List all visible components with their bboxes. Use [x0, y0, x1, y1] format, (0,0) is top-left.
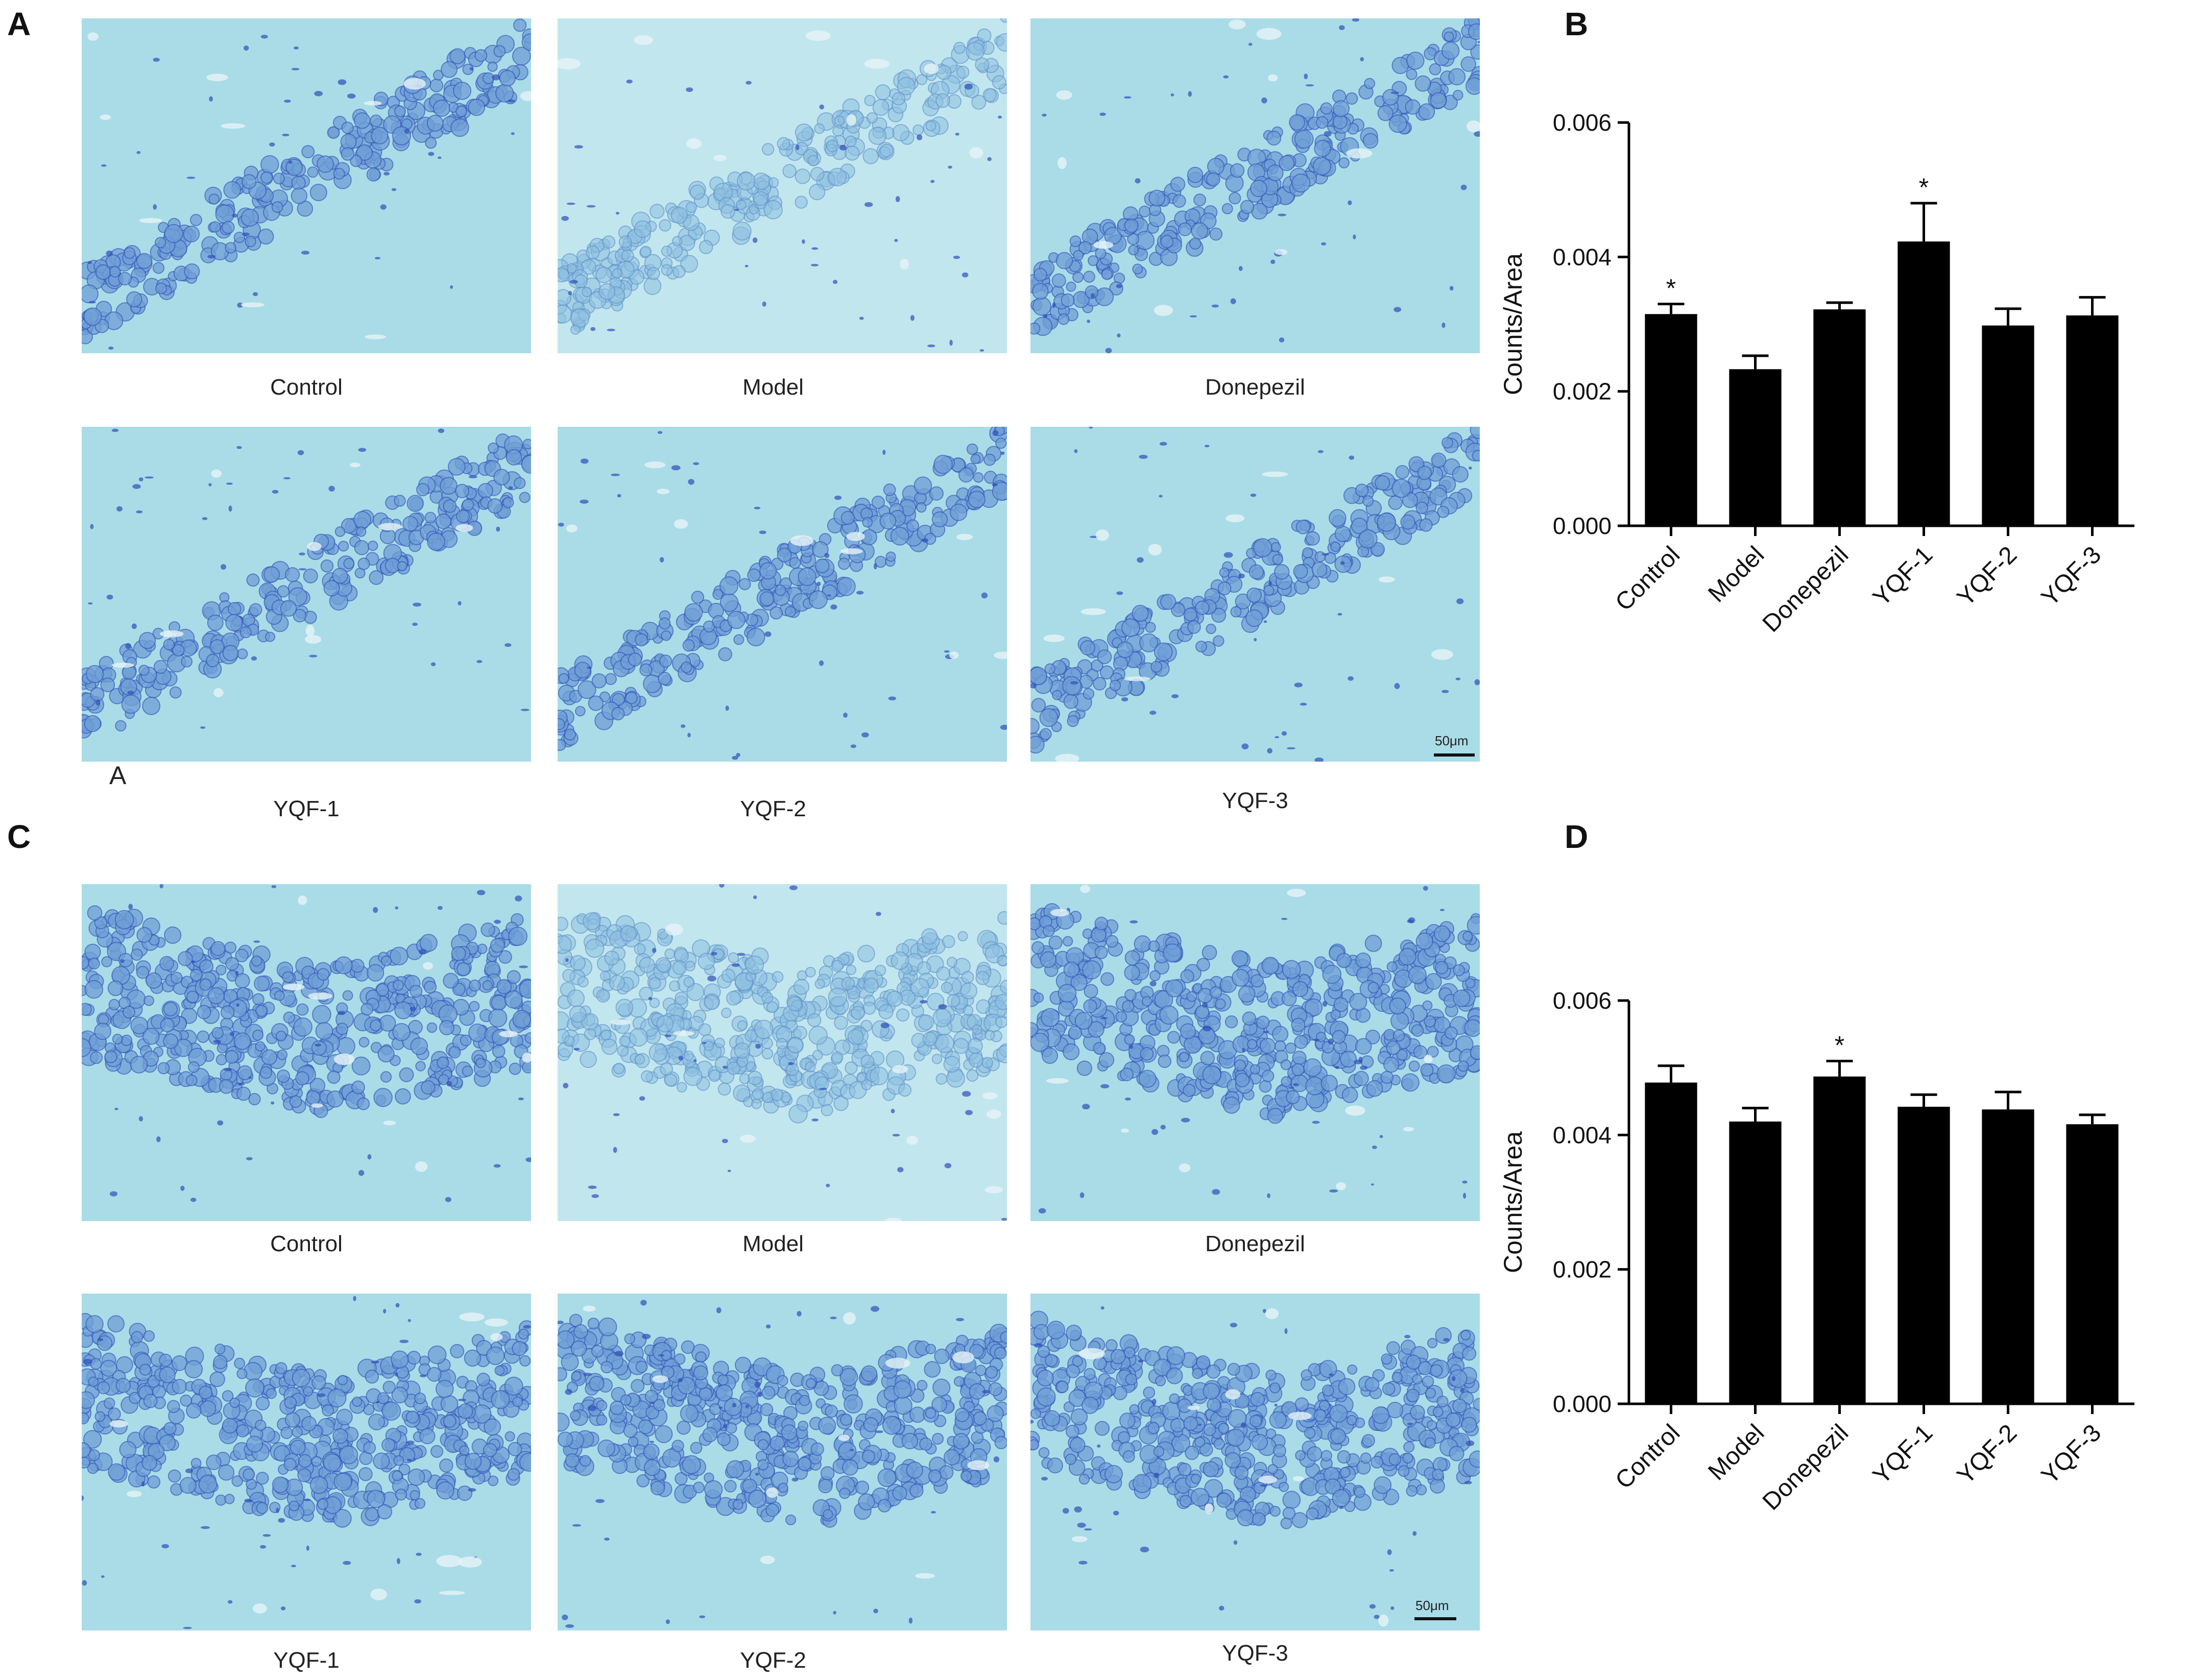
significance-marker: * [1666, 274, 1676, 303]
bar [1729, 1122, 1782, 1404]
caption-a-control: Control [270, 375, 343, 400]
micrograph-a-yqf3 [1030, 427, 1480, 762]
micrograph-a-control [82, 18, 531, 353]
caption-a-yqf2: YQF-2 [740, 796, 806, 821]
tissue-texture [558, 18, 1007, 353]
micrograph-a-donepezil [1030, 18, 1480, 353]
micrograph-c-control [82, 884, 531, 1221]
x-tick-label: Control [1610, 541, 1685, 616]
significance-marker: * [1919, 173, 1929, 202]
micrograph-a-model [558, 18, 1007, 353]
y-tick-label: 0.000 [1553, 513, 1612, 539]
tissue-texture [1030, 18, 1480, 353]
y-tick-label: 0.000 [1553, 1391, 1612, 1417]
tissue-texture [558, 884, 1007, 1221]
tissue-texture [1030, 427, 1480, 762]
bar [2066, 315, 2119, 526]
x-tick-label: Donepezil [1758, 541, 1854, 637]
bar [1813, 309, 1866, 526]
bar-chart-d-svg: 0.000 0.002 0.004 0.006 Counts/Area Control Mo… [1499, 987, 2134, 1516]
bar-chart-b-svg: 0.000 0.002 0.004 0.006 Counts/Area * Control M… [1499, 109, 2134, 638]
tissue-texture [82, 18, 531, 353]
bar [1645, 1082, 1697, 1404]
x-tick-label: YQF-1 [1868, 1419, 1938, 1489]
micrograph-c-donepezil [1030, 884, 1480, 1221]
tissue-texture [82, 884, 531, 1221]
stray-label-a: A [109, 761, 127, 790]
micrograph-c-yqf2 [558, 1294, 1007, 1630]
bar [1982, 325, 2034, 526]
scale-bar-c [1414, 1617, 1456, 1620]
caption-c-yqf1: YQF-1 [273, 1648, 340, 1673]
panel-label-a: A [7, 6, 31, 42]
y-tick-label: 0.002 [1553, 378, 1612, 405]
tissue-texture [82, 1294, 531, 1630]
x-tick-label: YQF-1 [1868, 541, 1938, 611]
x-tick-label: YQF-3 [2036, 1419, 2106, 1489]
x-tick-label: Model [1703, 541, 1769, 607]
caption-c-yqf2: YQF-2 [740, 1648, 806, 1673]
tissue-texture [1030, 884, 1480, 1221]
micrograph-a-yqf2 [558, 427, 1007, 762]
bar [1729, 369, 1782, 526]
caption-c-donepezil: Donepezil [1205, 1231, 1305, 1256]
caption-c-control: Control [270, 1231, 343, 1256]
x-tick-label: YQF-2 [1952, 1419, 2022, 1489]
caption-c-model: Model [742, 1231, 804, 1256]
x-tick-label: Model [1703, 1419, 1769, 1486]
tissue-texture [558, 1294, 1007, 1630]
bar [1813, 1076, 1866, 1404]
x-tick-label: YQF-3 [2036, 541, 2106, 611]
panel-label-b: B [1565, 6, 1589, 42]
y-tick-label: 0.006 [1553, 109, 1612, 136]
tissue-texture [1030, 1294, 1480, 1630]
tissue-texture [558, 427, 1007, 762]
bar [1645, 314, 1697, 526]
panel-label-d: D [1565, 818, 1589, 855]
caption-a-donepezil: Donepezil [1205, 375, 1305, 400]
bar-chart-d: 0.000 0.002 0.004 0.006 Counts/Area Control Mo… [1499, 960, 2206, 1582]
panel-label-c: C [7, 818, 31, 855]
bar [1982, 1109, 2034, 1404]
micrograph-c-yqf1 [82, 1294, 531, 1630]
x-tick-label: Control [1610, 1419, 1685, 1494]
y-tick-label: 0.006 [1553, 987, 1612, 1014]
y-tick-label: 0.004 [1553, 1122, 1612, 1148]
bar [1897, 1107, 1950, 1404]
caption-a-model: Model [742, 375, 804, 400]
bar-chart-b: 0.000 0.002 0.004 0.006 Counts/Area * Control M… [1499, 82, 2206, 704]
bar [2066, 1124, 2119, 1404]
y-axis-label: Counts/Area [1499, 253, 1527, 395]
y-tick-label: 0.004 [1553, 244, 1612, 270]
y-axis-label: Counts/Area [1499, 1131, 1527, 1273]
x-tick-label: YQF-2 [1952, 541, 2022, 611]
caption-c-yqf3: YQF-3 [1222, 1641, 1288, 1666]
significance-marker: * [1835, 1031, 1844, 1060]
micrograph-c-yqf3 [1030, 1294, 1480, 1630]
x-tick-label: Donepezil [1758, 1419, 1854, 1515]
scale-bar-a [1434, 753, 1475, 757]
micrograph-a-yqf1 [82, 427, 531, 762]
bar [1897, 241, 1950, 526]
scale-bar-label-a: 50μm [1435, 733, 1469, 748]
caption-a-yqf3: YQF-3 [1222, 788, 1288, 813]
micrograph-c-model [558, 884, 1007, 1221]
y-tick-label: 0.002 [1553, 1256, 1612, 1283]
scale-bar-label-c: 50μm [1415, 1598, 1449, 1613]
tissue-texture [82, 427, 531, 762]
caption-a-yqf1: YQF-1 [273, 796, 340, 821]
